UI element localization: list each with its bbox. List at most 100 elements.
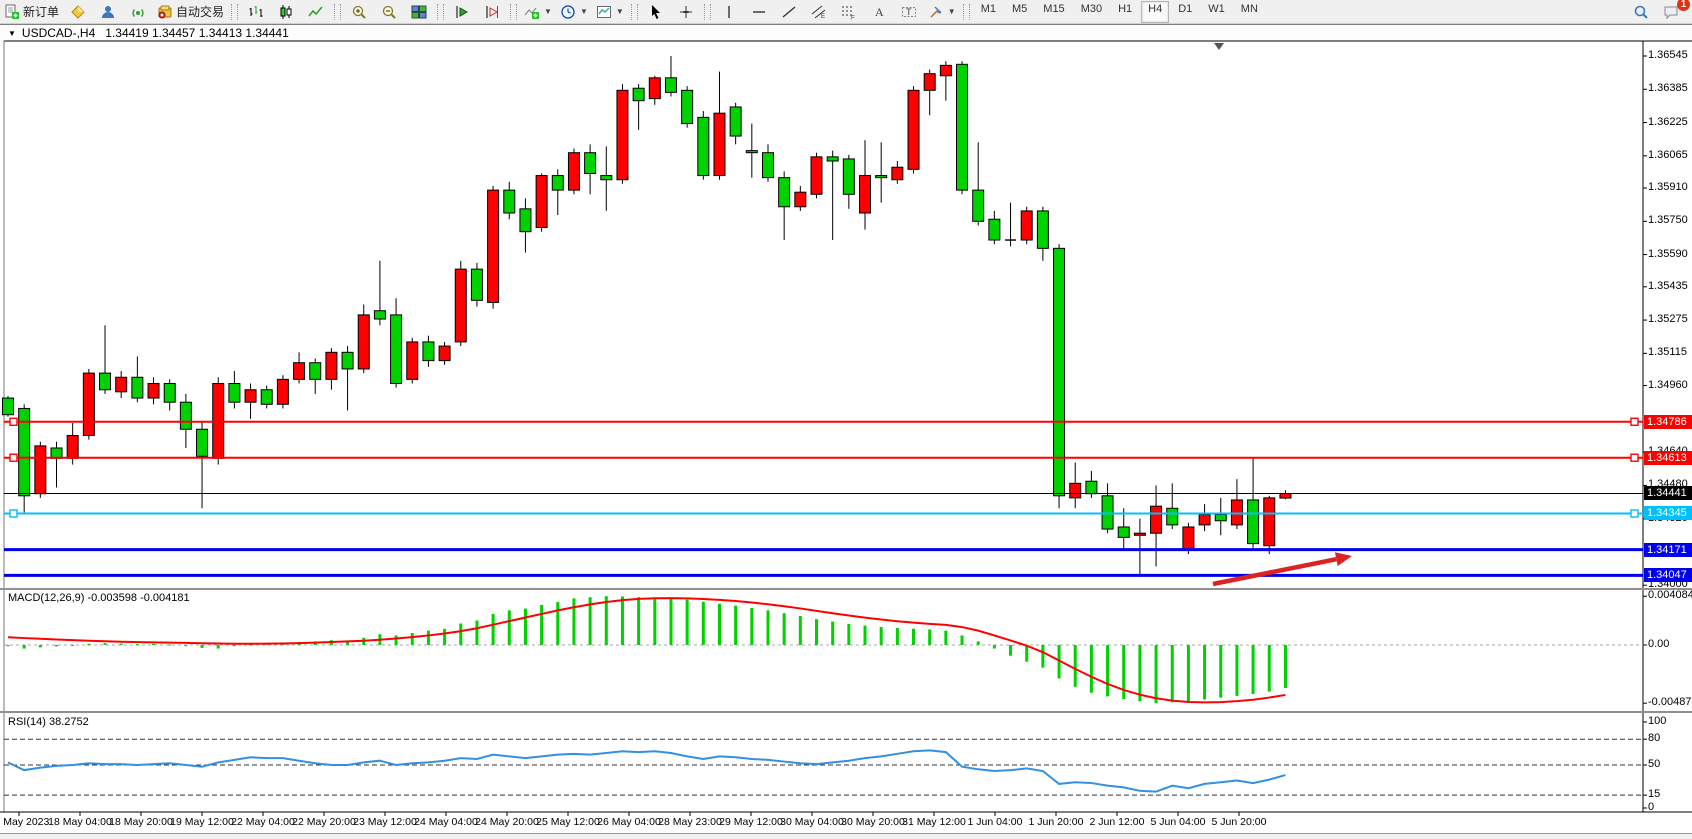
zoom-in-icon — [351, 4, 367, 20]
cursor-button[interactable] — [642, 1, 670, 23]
candle-body — [1198, 514, 1211, 526]
current-price-badge[interactable]: 1.34441 — [1644, 486, 1692, 501]
candle-body — [923, 73, 936, 91]
macd-histogram-bar — [912, 628, 916, 645]
auto-scroll-button[interactable] — [448, 1, 476, 23]
main-toolbar: 新订单 自动交易 ▼ ▼ ▼ E F A T ▼ M1 M5 M15 M30 H1 H4 D1 W1 MN 1 — [0, 0, 1692, 24]
timeframe-button-d1[interactable]: D1 — [1178, 2, 1193, 15]
chevron-down-icon[interactable]: ▼ — [579, 7, 588, 16]
horizontal-line-button[interactable] — [745, 1, 773, 23]
hline-handle — [1630, 453, 1639, 462]
time-tick-label: 24 May 20:00 — [475, 816, 539, 828]
vertical-line-button[interactable] — [715, 1, 743, 23]
hline-price-badge[interactable]: 1.34613 — [1644, 450, 1692, 465]
svg-text:T: T — [906, 7, 912, 17]
chart-title-bar[interactable]: ▼ USDCAD-,H4 1.34419 1.34457 1.34413 1.3… — [0, 24, 1692, 41]
price-tick-label: 1.35115 — [1648, 346, 1687, 359]
candle-body — [1230, 499, 1243, 526]
candle-body — [228, 383, 241, 403]
chevron-down-icon[interactable]: ▼ — [544, 7, 552, 16]
timeframe-button-h1[interactable]: H1 — [1118, 2, 1133, 15]
signals-button[interactable] — [124, 1, 152, 23]
chart-shift-button[interactable] — [478, 1, 506, 23]
timeframe-button-mn[interactable]: MN — [1240, 2, 1258, 15]
community-button[interactable] — [94, 1, 122, 23]
deposit-button[interactable] — [64, 1, 92, 23]
candle-body — [373, 310, 386, 320]
macd-histogram-bar — [572, 598, 576, 645]
macd-axis-label: 0.00 — [1648, 637, 1670, 650]
arrows-button[interactable]: ▼ — [925, 1, 959, 23]
time-tick-label: 19 May 12:00 — [170, 816, 234, 828]
tile-windows-button[interactable] — [405, 1, 433, 23]
candle-body — [244, 389, 257, 403]
timeframe-button-m15[interactable]: M15 — [1043, 2, 1065, 15]
candle-body — [956, 63, 969, 191]
hline-icon — [751, 4, 767, 20]
macd-histogram-bar — [637, 597, 641, 645]
candle-body — [1150, 505, 1163, 534]
text-button[interactable]: A — [865, 1, 893, 23]
textlabel-icon: T — [901, 4, 917, 20]
hline-price-badge[interactable]: 1.34786 — [1644, 414, 1692, 429]
zoom-out-icon — [381, 4, 397, 20]
channel-icon: E — [811, 4, 827, 20]
autotrading-button[interactable]: 自动交易 — [154, 1, 227, 23]
macd-histogram-bar — [87, 643, 91, 645]
timeframe-button-m30[interactable]: M30 — [1080, 2, 1103, 15]
candle-body — [1036, 210, 1049, 249]
candle-body — [697, 116, 710, 177]
timeframe-button-m5[interactable]: M5 — [1012, 2, 1028, 15]
time-tick-label: 1 Jun 04:00 — [967, 816, 1023, 828]
text-icon: A — [871, 4, 887, 20]
search-button[interactable] — [1627, 1, 1655, 23]
macd-histogram-bar — [200, 644, 204, 648]
macd-histogram-bar — [55, 644, 59, 647]
zoom-in-button[interactable] — [345, 1, 373, 23]
macd-histogram-bar — [1122, 644, 1126, 699]
chart-candles-button[interactable] — [272, 1, 300, 23]
vline-icon — [721, 4, 737, 20]
indicators-button[interactable]: ▼ — [521, 1, 555, 23]
macd-histogram-bar — [459, 623, 463, 645]
macd-histogram-bar — [1219, 644, 1223, 698]
crosshair-button[interactable] — [672, 1, 700, 23]
hline-price-badge[interactable]: 1.34047 — [1644, 568, 1692, 583]
text-label-button[interactable]: T — [895, 1, 923, 23]
chart-collapse-icon[interactable]: ▼ — [8, 28, 16, 38]
macd-histogram-bar — [184, 644, 188, 647]
trendline-button[interactable] — [775, 1, 803, 23]
price-tick-label: 1.35590 — [1648, 247, 1688, 260]
hline-price-badge[interactable]: 1.34345 — [1644, 506, 1692, 521]
candle-body — [99, 372, 112, 391]
chevron-down-icon[interactable]: ▼ — [947, 7, 956, 16]
macd-histogram-bar — [232, 644, 236, 647]
macd-histogram-bar — [216, 644, 220, 649]
toolbar-separator — [962, 3, 970, 20]
candle-body — [535, 175, 548, 229]
price-tick-label: 1.35750 — [1648, 214, 1688, 227]
periods-button[interactable]: ▼ — [557, 1, 591, 23]
candle-body — [551, 175, 564, 191]
community-icon — [100, 4, 116, 20]
timeframe-button-w1[interactable]: W1 — [1208, 2, 1225, 15]
zoom-out-button[interactable] — [375, 1, 403, 23]
templates-button[interactable]: ▼ — [593, 1, 627, 23]
macd-histogram-bar — [847, 623, 851, 645]
fibonacci-button[interactable]: F — [835, 1, 863, 23]
chat-notification-badge: 1 — [1677, 0, 1690, 11]
candle-body — [600, 175, 613, 181]
chevron-down-icon[interactable]: ▼ — [615, 7, 624, 16]
timeframe-button-m1[interactable]: M1 — [980, 2, 996, 15]
candle-body — [1069, 482, 1082, 499]
chart-bars-button[interactable] — [242, 1, 270, 23]
new-order-button[interactable]: 新订单 — [1, 1, 62, 23]
macd-histogram-bar — [831, 621, 835, 645]
channel-button[interactable]: E — [805, 1, 833, 23]
candle-body — [503, 189, 516, 214]
timeframe-button-h4[interactable]: H4 — [1141, 0, 1170, 23]
chat-button[interactable]: 1 — [1657, 0, 1690, 23]
chart-line-button[interactable] — [302, 1, 330, 23]
hline-price-badge[interactable]: 1.34171 — [1644, 542, 1692, 557]
